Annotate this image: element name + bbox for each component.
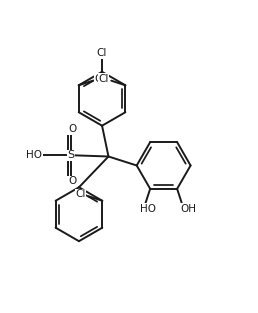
- Text: Cl: Cl: [94, 74, 104, 84]
- Text: O: O: [68, 177, 76, 186]
- Text: OH: OH: [181, 204, 197, 214]
- Text: Cl: Cl: [98, 74, 109, 84]
- Text: Cl: Cl: [97, 48, 107, 58]
- Text: HO: HO: [140, 204, 156, 214]
- Text: Cl: Cl: [75, 189, 86, 199]
- Text: HO: HO: [26, 150, 42, 160]
- Text: O: O: [68, 124, 76, 134]
- Text: S: S: [68, 150, 75, 160]
